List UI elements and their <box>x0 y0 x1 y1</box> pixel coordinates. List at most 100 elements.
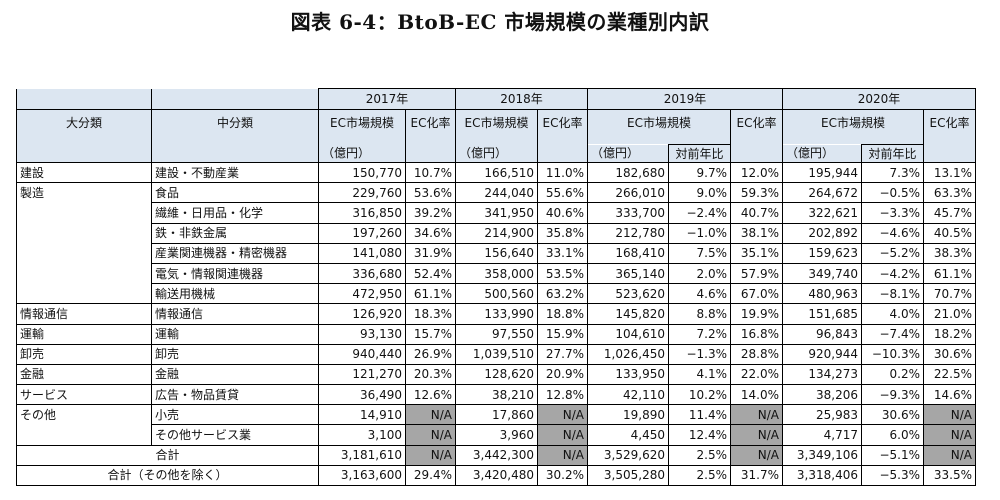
ec-size-2020: 349,740 <box>782 262 862 285</box>
minor-category-cell: 電気・情報関連機器 <box>151 262 319 285</box>
minor-category-cell: 広告・物品賃貸 <box>151 384 319 406</box>
ec-size-2017: 36,490 <box>318 384 406 406</box>
yoy-2019: 9.0% <box>668 182 731 204</box>
ec-size-2018: 500,560 <box>455 283 538 305</box>
total-label: 合計 <box>16 444 319 466</box>
ec-rate-2017: 31.9% <box>405 242 456 264</box>
yoy-2020: −3.3% <box>861 202 924 224</box>
minor-category-cell: 卸売 <box>151 343 319 365</box>
ec-rate-2019: 59.3% <box>730 182 783 204</box>
ec-rate-2018: 30.2% <box>537 464 588 487</box>
page-title: 図表 6-4：BtoB-EC 市場規模の業種別内訳 <box>290 10 710 34</box>
minor-category-cell: 鉄・非鉄金属 <box>151 222 319 244</box>
ec-size-2019: 3,505,280 <box>587 464 669 487</box>
minor-category-header-cell <box>151 88 319 110</box>
ec-rate-2018: 55.6% <box>537 182 588 204</box>
major-category-cell: サービス <box>16 384 152 406</box>
ec-rate-header: EC化率 <box>405 109 456 163</box>
ec-size-2019: 266,010 <box>587 182 669 204</box>
ec-size-2020: 25,983 <box>782 404 862 426</box>
ec-size-2020: 159,623 <box>782 242 862 264</box>
ec-rate-2019: 67.0% <box>730 283 783 305</box>
ec-rate-2017: N/A <box>405 404 456 426</box>
ec-rate-2019: 19.9% <box>730 303 783 325</box>
ec-rate-2018: 27.7% <box>537 343 588 365</box>
ec-size-2019: 523,620 <box>587 283 669 305</box>
yoy-2019: 4.1% <box>668 363 731 386</box>
table-row: 運輸 運輸 93,130 15.7% 97,550 15.9% 104,610 7.2% 16.… <box>16 323 976 345</box>
ec-size-2017: 14,910 <box>318 404 406 426</box>
ec-size-2017: 93,130 <box>318 323 406 345</box>
table-row: その他 小売 14,910 N/A 17,860 N/A 19,890 11.4% N/A 25,… <box>16 404 976 426</box>
minor-category-cell: 繊維・日用品・化学 <box>151 202 319 224</box>
ec-size-2018: 128,620 <box>455 363 538 386</box>
ec-size-2019: 365,140 <box>587 262 669 285</box>
table-row: 輸送用機械 472,950 61.1% 500,560 63.2% 523,620 4.6%… <box>16 283 976 305</box>
ec-size-2018: 38,210 <box>455 384 538 406</box>
table-row: 産業関連機器・精密機器 141,080 31.9% 156,640 33.1% 168,4… <box>16 242 976 264</box>
major-category-cell <box>16 424 152 446</box>
ec-rate-2018: 40.6% <box>537 202 588 224</box>
ec-rate-2018: N/A <box>537 444 588 466</box>
ec-rate-2017: 61.1% <box>405 283 456 305</box>
ec-rate-2018: 12.8% <box>537 384 588 406</box>
yoy-2020: 0.2% <box>861 363 924 386</box>
major-category-cell <box>16 283 152 305</box>
ec-size-2018: 133,990 <box>455 303 538 325</box>
ec-rate-2017: 10.7% <box>405 161 456 184</box>
ec-rate-2020: 22.5% <box>923 363 976 386</box>
ec-rate-2017: 29.4% <box>405 464 456 487</box>
ec-size-2017: 316,850 <box>318 202 406 224</box>
ec-size-2019: 145,820 <box>587 303 669 325</box>
unit-label: （億円） <box>318 144 406 163</box>
yoy-2019: 9.7% <box>668 161 731 184</box>
ec-size-2017: 3,181,610 <box>318 444 406 466</box>
total-label: 合計（その他を除く） <box>16 464 319 487</box>
ec-rate-2020: 21.0% <box>923 303 976 325</box>
table-row: 金融 金融 121,270 20.3% 128,620 20.9% 133,950 4.1% 2… <box>16 363 976 386</box>
ec-rate-2020: 40.5% <box>923 222 976 244</box>
table-row: 情報通信 情報通信 126,920 18.3% 133,990 18.8% 145,820 8… <box>16 303 976 325</box>
ec-rate-2020: 13.1% <box>923 161 976 184</box>
ec-size-2019: 168,410 <box>587 242 669 264</box>
ec-rate-2018: N/A <box>537 404 588 426</box>
yoy-2020: 30.6% <box>861 404 924 426</box>
yoy-2020: −5.3% <box>861 464 924 487</box>
ec-size-2020: 4,717 <box>782 424 862 446</box>
ec-size-2017: 3,100 <box>318 424 406 446</box>
year-2020-header: 2020年 <box>782 88 976 110</box>
ec-size-header: EC市場規模 <box>455 109 538 145</box>
ec-rate-2019: 38.1% <box>730 222 783 244</box>
unit-label: （億円） <box>455 144 538 163</box>
year-2017-header: 2017年 <box>318 88 456 110</box>
ec-rate-2019: N/A <box>730 444 783 466</box>
yoy-2019: 12.4% <box>668 424 731 446</box>
ec-rate-2017: 26.9% <box>405 343 456 365</box>
ec-size-2020: 3,318,406 <box>782 464 862 487</box>
yoy-2020: −8.1% <box>861 283 924 305</box>
major-category-cell: 情報通信 <box>16 303 152 325</box>
ec-size-2018: 166,510 <box>455 161 538 184</box>
ec-size-2018: 97,550 <box>455 323 538 345</box>
ec-size-2020: 151,685 <box>782 303 862 325</box>
ec-rate-2017: 15.7% <box>405 323 456 345</box>
ec-size-2017: 472,950 <box>318 283 406 305</box>
ec-size-2017: 197,260 <box>318 222 406 244</box>
minor-category-cell: 小売 <box>151 404 319 426</box>
ec-size-2020: 195,944 <box>782 161 862 184</box>
yoy-2019: −2.4% <box>668 202 731 224</box>
ec-rate-2019: 40.7% <box>730 202 783 224</box>
ec-size-2019: 1,026,450 <box>587 343 669 365</box>
ec-rate-2019: 12.0% <box>730 161 783 184</box>
major-category-cell: 金融 <box>16 363 152 386</box>
yoy-2020: −10.3% <box>861 343 924 365</box>
ec-rate-2019: 22.0% <box>730 363 783 386</box>
ec-size-2018: 341,950 <box>455 202 538 224</box>
minor-category-header-bottom <box>151 144 319 163</box>
major-category-cell <box>16 202 152 224</box>
ec-rate-2020: 30.6% <box>923 343 976 365</box>
ec-rate-2017: N/A <box>405 444 456 466</box>
major-category-cell: 卸売 <box>16 343 152 365</box>
table-row: 製造 食品 229,760 53.6% 244,040 55.6% 266,010 9.0% 5… <box>16 182 976 204</box>
ec-size-2020: 3,349,106 <box>782 444 862 466</box>
